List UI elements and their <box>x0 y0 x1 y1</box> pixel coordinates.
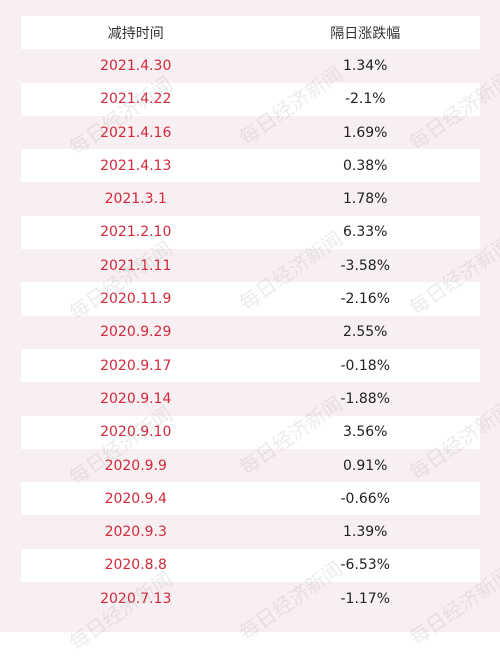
next-day-change-cell: 1.78% <box>343 191 388 208</box>
reduction-date-cell: 2020.7.13 <box>100 590 172 607</box>
table-row: 2021.4.30 1.34% <box>21 49 480 83</box>
table-row: 2021.4.16 1.69% <box>21 115 480 150</box>
table-row: 2021.3.1 1.78% <box>21 182 480 216</box>
next-day-change-cell: -1.17% <box>340 590 391 607</box>
reduction-date-cell: 2020.9.14 <box>100 390 172 407</box>
reduction-date-cell: 2020.9.9 <box>104 457 167 474</box>
next-day-change-cell: 6.33% <box>343 224 388 241</box>
table-row: 2020.9.17 -0.18% <box>21 348 480 383</box>
reduction-date-cell: 2020.9.29 <box>100 324 172 341</box>
table-header: 减持时间 隔日涨跌幅 <box>21 16 480 50</box>
table-row: 2021.4.22 -2.1% <box>21 82 480 116</box>
next-day-change-cell: -1.88% <box>340 390 391 407</box>
next-day-change-cell: 0.91% <box>343 457 388 474</box>
reduction-date-cell: 2021.2.10 <box>100 224 172 241</box>
reduction-date-cell: 2020.8.8 <box>104 557 167 574</box>
table-row: 2020.8.8 -6.53% <box>21 548 480 583</box>
reduction-date-cell: 2020.9.17 <box>100 357 172 374</box>
next-day-change-cell: -0.18% <box>340 357 391 374</box>
reduction-date-cell: 2021.4.16 <box>100 124 172 141</box>
reduction-date-cell: 2020.9.4 <box>104 490 167 507</box>
reduction-date-cell: 2020.11.9 <box>100 291 172 308</box>
reduction-date-cell: 2021.1.11 <box>100 257 172 274</box>
next-day-change-cell: 1.39% <box>343 524 388 541</box>
table-row: 2021.1.11 -3.58% <box>21 249 480 283</box>
table-row: 2020.9.4 -0.66% <box>21 482 480 516</box>
table-row: 2020.9.14 -1.88% <box>21 382 480 416</box>
next-day-change-cell: 0.38% <box>343 157 388 174</box>
table-row: 2021.2.10 6.33% <box>21 215 480 250</box>
reduction-date-cell: 2021.4.30 <box>100 57 172 74</box>
next-day-change-cell: -6.53% <box>340 557 391 574</box>
reduction-date-cell: 2020.9.3 <box>104 524 167 541</box>
next-day-change-cell: 1.69% <box>343 124 388 141</box>
table-row: 2020.9.29 2.55% <box>21 315 480 349</box>
table-row: 2020.7.13 -1.17% <box>21 582 480 616</box>
next-day-change-cell: -3.58% <box>340 257 391 274</box>
table-row: 2021.4.13 0.38% <box>21 149 480 183</box>
table-row: 2020.11.9 -2.16% <box>21 282 480 316</box>
reduction-date-cell: 2021.3.1 <box>104 191 167 208</box>
reduction-date-cell: 2020.9.10 <box>100 424 172 441</box>
header-next-day-change: 隔日涨跌幅 <box>330 25 401 42</box>
table-row: 2020.9.10 3.56% <box>21 415 480 449</box>
next-day-change-cell: -2.1% <box>344 91 386 108</box>
next-day-change-cell: 2.55% <box>343 324 388 341</box>
next-day-change-cell: -0.66% <box>340 490 391 507</box>
reduction-table: 减持时间 隔日涨跌幅 2021.4.30 1.34% 2021.4.22 -2.1% 2… <box>21 16 480 616</box>
next-day-change-cell: 3.56% <box>343 424 388 441</box>
table-row: 2020.9.3 1.39% <box>21 515 480 549</box>
next-day-change-cell: 1.34% <box>343 57 388 74</box>
reduction-date-cell: 2021.4.22 <box>100 91 172 108</box>
header-reduction-date: 减持时间 <box>107 25 164 42</box>
table-row: 2020.9.9 0.91% <box>21 448 480 483</box>
next-day-change-cell: -2.16% <box>340 291 391 308</box>
reduction-date-cell: 2021.4.13 <box>100 157 172 174</box>
